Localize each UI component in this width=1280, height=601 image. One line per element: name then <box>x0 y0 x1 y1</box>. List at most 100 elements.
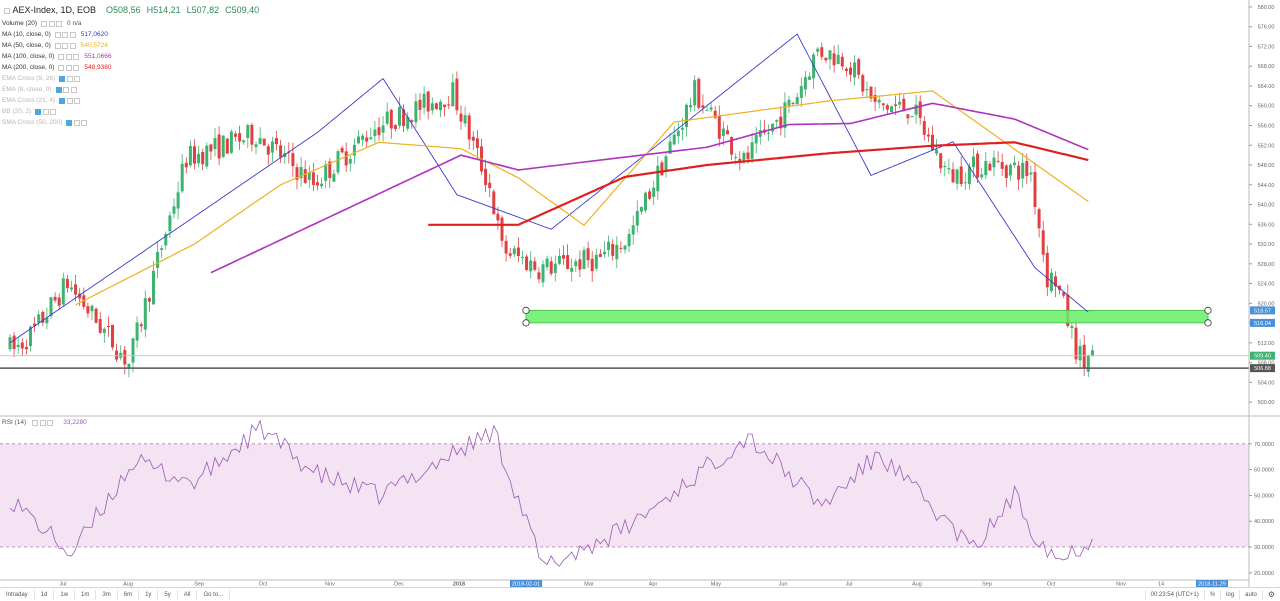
candle <box>279 139 283 163</box>
candle <box>197 145 201 168</box>
candle <box>504 235 508 262</box>
candle-body <box>553 263 557 273</box>
price-tick-label: 524.00 <box>1258 282 1275 288</box>
indicator-settings-icon[interactable] <box>73 119 80 126</box>
indicator-eye-icon[interactable] <box>35 108 42 115</box>
timeframe-button[interactable]: 1d <box>35 589 55 600</box>
candle-body <box>885 105 889 110</box>
candle-body <box>94 308 98 323</box>
indicator-settings-icon[interactable] <box>62 31 69 38</box>
indicator-eye-icon[interactable] <box>54 42 61 49</box>
collapse-icon[interactable] <box>3 7 10 14</box>
rsi-hide-icon[interactable] <box>39 419 46 426</box>
indicator-close-icon[interactable] <box>81 119 88 126</box>
indicator-close-icon[interactable] <box>69 31 76 38</box>
candle <box>598 249 602 258</box>
candle <box>373 120 377 144</box>
candle-body <box>1013 162 1016 166</box>
candle <box>1090 344 1094 357</box>
rsi-band <box>0 443 1249 548</box>
indicator-row: EMA Cross (21, 4) <box>2 95 259 106</box>
time-tick-label: 2018 <box>453 582 465 588</box>
candle-body <box>328 161 332 179</box>
gear-icon[interactable]: ⚙ <box>1261 589 1280 600</box>
candle <box>422 86 426 115</box>
candle-body <box>1033 172 1037 208</box>
indicator-close-icon[interactable] <box>74 75 81 82</box>
indicator-close-icon[interactable] <box>73 64 80 71</box>
indicator-settings-icon[interactable] <box>48 20 55 27</box>
candle-body <box>111 324 114 348</box>
auto-toggle[interactable]: auto <box>1239 589 1262 600</box>
rsi-close-icon[interactable] <box>47 419 54 426</box>
log-toggle[interactable]: log <box>1220 589 1239 600</box>
indicator-settings-icon[interactable] <box>65 64 72 71</box>
candle <box>86 302 90 318</box>
candle-body <box>791 102 795 104</box>
candle <box>680 117 684 141</box>
indicator-close-icon[interactable] <box>69 42 76 49</box>
indicator-settings-icon[interactable] <box>42 108 49 115</box>
candle <box>414 93 418 128</box>
rsi-settings-icon[interactable] <box>32 419 39 426</box>
candle <box>861 73 865 97</box>
time-tick-label: Sep <box>194 582 204 588</box>
percent-toggle[interactable]: % <box>1203 589 1220 600</box>
candle <box>803 70 807 97</box>
candle <box>209 143 213 160</box>
indicator-close-icon[interactable] <box>50 108 57 115</box>
price-label-text: 518.57 <box>1254 308 1271 314</box>
timeframe-button[interactable]: All <box>178 589 198 600</box>
timeframe-button[interactable]: 5y <box>158 589 178 600</box>
candle <box>955 168 959 190</box>
timeframe-button[interactable]: 1w <box>54 589 76 600</box>
indicator-eye-icon[interactable] <box>58 53 65 60</box>
candle <box>840 52 844 71</box>
indicator-eye-icon[interactable] <box>59 75 66 82</box>
candle <box>164 231 168 250</box>
indicator-settings-icon[interactable] <box>62 42 69 49</box>
candle-body <box>771 123 775 132</box>
price-tick-label: 564.00 <box>1258 84 1275 90</box>
timeframe-button[interactable]: 3m <box>96 589 118 600</box>
indicator-eye-icon[interactable] <box>55 86 62 93</box>
candle <box>799 77 803 107</box>
indicator-settings-icon[interactable] <box>63 86 69 93</box>
candle <box>873 87 877 111</box>
candle-body <box>853 62 857 78</box>
candle-body <box>570 267 574 272</box>
candle <box>258 127 262 145</box>
candle <box>635 200 639 233</box>
indicator-eye-icon[interactable] <box>66 119 73 126</box>
candle-body <box>336 151 340 173</box>
indicator-close-icon[interactable] <box>74 97 81 104</box>
candle <box>193 139 196 170</box>
indicator-close-icon[interactable] <box>73 53 80 60</box>
candle-body <box>53 296 57 301</box>
candle-body <box>221 135 225 157</box>
candle <box>959 156 963 187</box>
indicator-eye-icon[interactable] <box>41 20 48 27</box>
indicator-settings-icon[interactable] <box>66 75 73 82</box>
timeframe-button[interactable]: 1y <box>139 589 159 600</box>
indicator-eye-icon[interactable] <box>58 64 65 71</box>
candle-body <box>685 104 688 127</box>
candle-body <box>279 145 283 158</box>
indicator-eye-icon[interactable] <box>59 97 66 104</box>
indicator-eye-icon[interactable] <box>54 31 61 38</box>
indicator-settings-icon[interactable] <box>66 97 73 104</box>
timeframe-button[interactable]: Go to... <box>197 589 231 600</box>
indicator-settings-icon[interactable] <box>65 53 72 60</box>
candle <box>648 188 652 201</box>
candle <box>176 181 180 220</box>
candle-body <box>857 59 861 75</box>
candle <box>402 104 406 133</box>
candle <box>57 293 61 310</box>
timeframe-button[interactable]: 1m <box>75 589 97 600</box>
indicator-close-icon[interactable] <box>70 86 77 93</box>
candle-body <box>931 134 934 151</box>
indicator-close-icon[interactable] <box>56 20 63 27</box>
timeframe-button[interactable]: 6m <box>118 589 140 600</box>
timeframe-button[interactable]: Intraday <box>0 589 35 600</box>
